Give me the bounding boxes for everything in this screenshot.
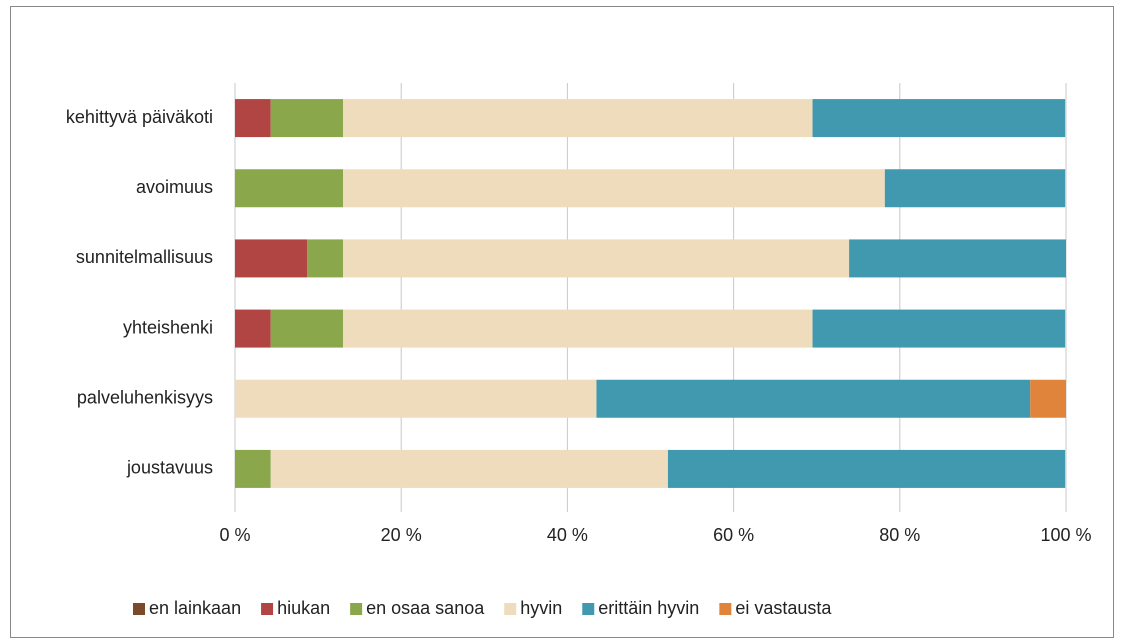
x-tick-label: 60 %: [713, 525, 754, 545]
legend-label: erittäin hyvin: [598, 598, 699, 618]
bar-segment: [235, 379, 597, 418]
bar-segment: [270, 99, 344, 138]
legend-label: en osaa sanoa: [366, 598, 485, 618]
x-tick-label: 80 %: [879, 525, 920, 545]
bar-segment: [343, 239, 850, 278]
bar-segment: [884, 169, 1066, 208]
x-tick-label: 100 %: [1040, 525, 1091, 545]
y-tick-label: palveluhenkisyys: [77, 388, 213, 408]
bar-segment: [235, 449, 271, 488]
legend-swatch: [582, 603, 595, 615]
legend-swatch: [504, 603, 517, 615]
bar-segment: [343, 309, 813, 348]
x-tick-label: 0 %: [219, 525, 250, 545]
bar-segment: [343, 169, 885, 208]
bar-segment: [270, 449, 668, 488]
bar-segment: [1030, 379, 1066, 418]
bar-segment: [235, 239, 308, 278]
bar-segment: [307, 239, 344, 278]
legend-swatch: [261, 603, 274, 615]
y-tick-label: kehittyvä päiväkoti: [66, 107, 213, 127]
x-tick-label: 40 %: [547, 525, 588, 545]
legend-label: en lainkaan: [149, 598, 241, 618]
bar-segment: [235, 309, 271, 348]
y-tick-label: yhteishenki: [123, 317, 213, 337]
legend-label: ei vastausta: [735, 598, 832, 618]
x-tick-label: 20 %: [381, 525, 422, 545]
legend-swatch: [719, 603, 732, 615]
bar-segment: [270, 309, 344, 348]
y-tick-label: avoimuus: [136, 177, 213, 197]
bar-segment: [596, 379, 1031, 418]
legend-swatch: [133, 603, 145, 615]
bar-segment: [235, 169, 344, 208]
bar-segment: [812, 99, 1066, 138]
y-tick-label: joustavuus: [126, 458, 213, 478]
y-tick-label: sunnitelmallisuus: [76, 247, 213, 267]
legend-swatch: [350, 603, 363, 615]
legend-label: hiukan: [277, 598, 330, 618]
bar-segment: [235, 99, 271, 138]
bar-segment: [812, 309, 1066, 348]
bar-segment: [667, 449, 1066, 488]
legend-label: hyvin: [520, 598, 562, 618]
bar-segment: [849, 239, 1066, 278]
bar-segment: [343, 99, 813, 138]
